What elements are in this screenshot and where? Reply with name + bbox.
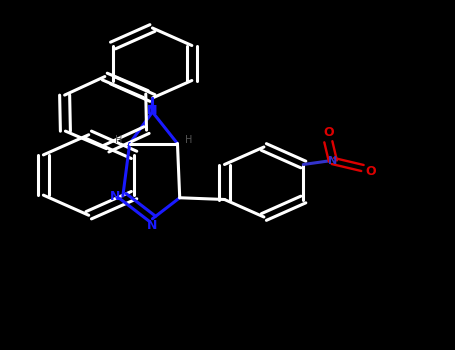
Text: O: O [365, 165, 376, 178]
Text: H: H [185, 135, 192, 145]
Text: N: N [147, 104, 157, 117]
Text: N: N [328, 156, 338, 166]
Text: N: N [147, 104, 157, 117]
Text: O: O [323, 126, 334, 140]
Text: H: H [115, 135, 122, 145]
Text: N: N [110, 189, 120, 203]
Text: N: N [147, 219, 157, 232]
